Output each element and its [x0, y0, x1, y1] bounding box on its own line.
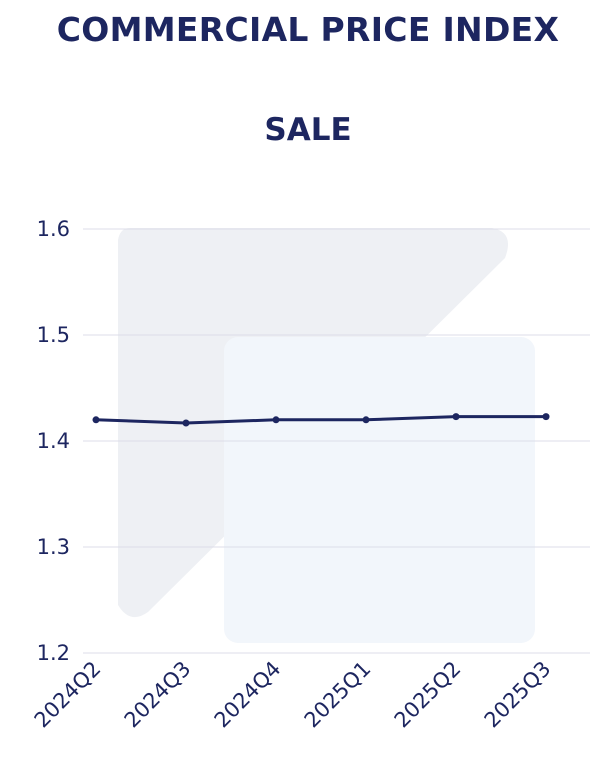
- chart-title: COMMERCIAL PRICE INDEX: [56, 10, 560, 49]
- x-tick-label: 2024Q4: [210, 657, 286, 733]
- data-point: [182, 419, 190, 427]
- data-point: [362, 416, 370, 424]
- data-point: [272, 416, 280, 424]
- y-tick-label: 1.4: [37, 429, 70, 453]
- x-tick-label: 2024Q2: [30, 657, 106, 733]
- x-tick-label: 2025Q1: [300, 657, 376, 733]
- y-tick-label: 1.3: [37, 535, 70, 559]
- x-tick-label: 2024Q3: [120, 657, 196, 733]
- chart-subtitle: SALE: [264, 112, 352, 148]
- data-point: [542, 413, 550, 421]
- watermark-logo: [118, 228, 535, 643]
- y-tick-label: 1.2: [37, 641, 70, 665]
- x-tick-label: 2025Q2: [390, 657, 466, 733]
- y-tick-label: 1.6: [37, 217, 70, 241]
- data-point: [452, 413, 460, 421]
- series-line: [95, 415, 546, 425]
- y-tick-label: 1.5: [37, 323, 70, 347]
- data-point: [92, 416, 100, 424]
- x-tick-label: 2025Q3: [480, 657, 556, 733]
